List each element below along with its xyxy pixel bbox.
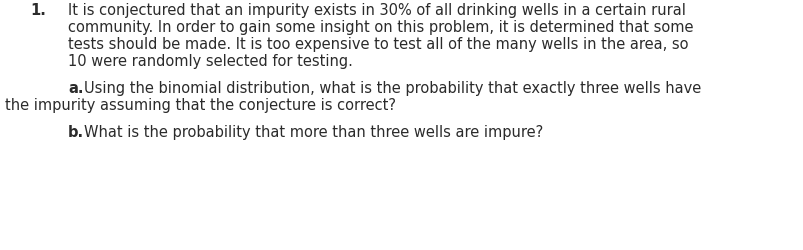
Text: Using the binomial distribution, what is the probability that exactly three well: Using the binomial distribution, what is… xyxy=(84,81,700,96)
Text: a.: a. xyxy=(68,81,84,96)
Text: b.: b. xyxy=(68,125,84,140)
Text: tests should be made. It is too expensive to test all of the many wells in the a: tests should be made. It is too expensiv… xyxy=(68,37,687,52)
Text: What is the probability that more than three wells are impure?: What is the probability that more than t… xyxy=(84,125,543,140)
Text: the impurity assuming that the conjecture is correct?: the impurity assuming that the conjectur… xyxy=(5,98,396,113)
Text: 10 were randomly selected for testing.: 10 were randomly selected for testing. xyxy=(68,54,353,69)
Text: community. In order to gain some insight on this problem, it is determined that : community. In order to gain some insight… xyxy=(68,20,693,35)
Text: 1.: 1. xyxy=(30,3,46,18)
Text: It is conjectured that an impurity exists in 30% of all drinking wells in a cert: It is conjectured that an impurity exist… xyxy=(68,3,685,18)
